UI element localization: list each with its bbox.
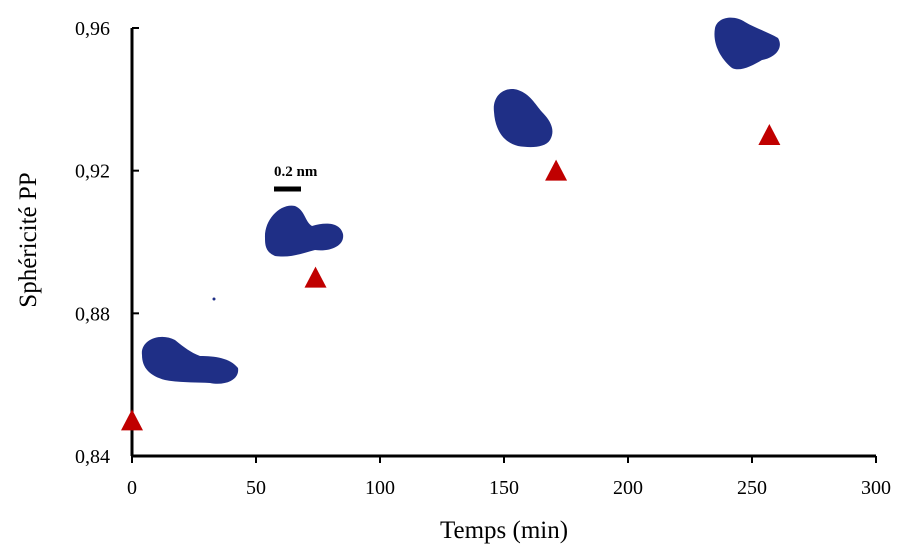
particle-image xyxy=(264,205,344,257)
x-tick-label: 200 xyxy=(613,477,643,499)
particle-image xyxy=(714,17,780,70)
data-point xyxy=(121,409,143,431)
x-tick-label: 300 xyxy=(861,477,891,499)
x-tick-label: 250 xyxy=(737,477,767,499)
scale-bar-label: 0.2 nm xyxy=(274,164,318,180)
data-point xyxy=(304,266,327,288)
x-axis-title: Temps (min) xyxy=(440,517,568,544)
data-point xyxy=(758,124,781,145)
y-tick-label: 0,84 xyxy=(75,446,110,468)
y-tick-label: 0,96 xyxy=(75,18,110,40)
x-tick-label: 150 xyxy=(489,477,519,499)
y-axis-title: Sphéricité PP xyxy=(15,172,42,307)
y-tick-label: 0,92 xyxy=(75,161,110,183)
y-tick-label: 0,88 xyxy=(75,303,110,325)
x-tick-label: 50 xyxy=(246,477,266,499)
x-tick-label: 100 xyxy=(365,477,395,499)
particle-image xyxy=(493,89,553,148)
particle-image xyxy=(141,336,239,384)
data-point xyxy=(545,159,568,181)
particle-images xyxy=(141,17,780,384)
x-tick-label: 0 xyxy=(127,477,137,499)
particle-image xyxy=(212,297,216,301)
